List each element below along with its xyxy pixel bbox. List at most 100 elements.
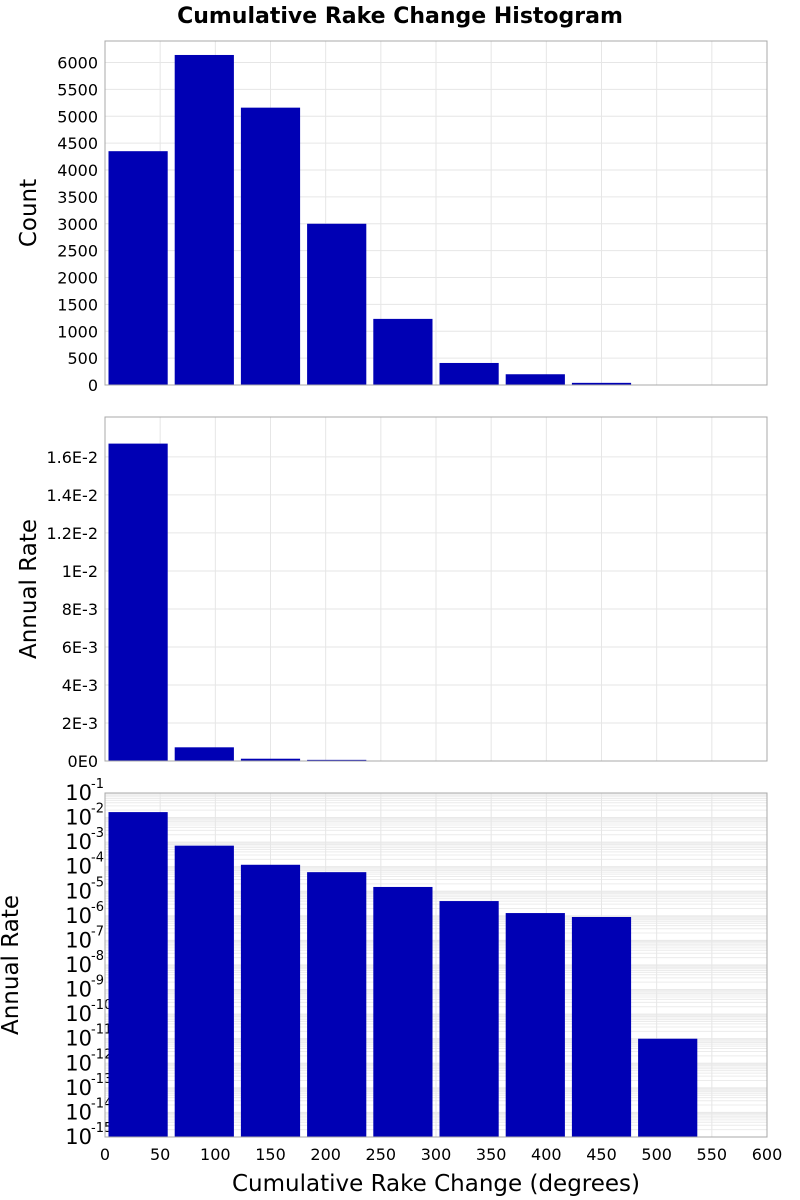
bar[interactable]	[240, 864, 301, 1137]
bar[interactable]	[373, 886, 433, 1137]
y-tick-exponent: -9	[91, 974, 104, 989]
y-tick-exponent: -8	[91, 949, 104, 964]
y-tick-label: 10	[65, 928, 92, 952]
bar[interactable]	[174, 54, 234, 385]
y-tick-exponent: -1	[91, 777, 104, 792]
y-tick-label: 4E-3	[62, 676, 98, 695]
y-tick-label: 0	[88, 376, 98, 395]
y-axis-title: Annual Rate	[0, 895, 24, 1035]
bar[interactable]	[108, 812, 168, 1137]
bar[interactable]	[307, 872, 367, 1137]
y-tick-label: 2500	[57, 242, 98, 261]
y-tick-exponent: -4	[91, 851, 104, 866]
bar[interactable]	[638, 1038, 698, 1137]
bar[interactable]	[108, 443, 168, 761]
y-tick-label: 10	[65, 1076, 92, 1100]
x-tick-label: 50	[150, 1145, 170, 1164]
y-tick-exponent: -2	[91, 802, 104, 817]
x-tick-label: 100	[200, 1145, 231, 1164]
y-tick-label: 1.6E-2	[46, 448, 98, 467]
y-tick-exponent: -14	[91, 1096, 112, 1111]
x-tick-label: 0	[100, 1145, 110, 1164]
bar[interactable]	[240, 107, 301, 386]
bar[interactable]	[307, 759, 367, 761]
x-tick-label: 350	[476, 1145, 507, 1164]
y-tick-exponent: -12	[91, 1047, 112, 1062]
bar[interactable]	[174, 845, 234, 1137]
y-tick-label: 3000	[57, 215, 98, 234]
y-tick-label: 4000	[57, 161, 98, 180]
y-tick-label: 5500	[57, 80, 98, 99]
plot-frame	[104, 792, 768, 1138]
y-tick-label: 5000	[57, 107, 98, 126]
bar[interactable]	[439, 362, 499, 385]
bar[interactable]	[240, 758, 301, 761]
y-tick-label: 10	[65, 855, 92, 879]
y-tick-label: 6000	[57, 54, 98, 73]
bar[interactable]	[373, 318, 433, 385]
plot-frame	[104, 416, 768, 762]
y-tick-label: 2000	[57, 269, 98, 288]
y-tick-label: 10	[65, 781, 92, 805]
y-tick-label: 10	[65, 953, 92, 977]
bar[interactable]	[571, 916, 632, 1137]
x-tick-label: 300	[421, 1145, 452, 1164]
y-tick-label: 4500	[57, 134, 98, 153]
panel-3: 10 -110 -210 -310 -410 -510 -610 -710 -810 -910 -1…	[0, 777, 768, 1149]
bar[interactable]	[571, 382, 632, 385]
x-tick-label: 500	[641, 1145, 672, 1164]
y-tick-label: 10	[65, 904, 92, 928]
bar[interactable]	[505, 374, 565, 385]
x-tick-label: 550	[697, 1145, 728, 1164]
y-axis-title: Annual Rate	[16, 519, 42, 659]
y-tick-label: 10	[65, 1002, 92, 1026]
bar[interactable]	[174, 747, 234, 761]
y-tick-label: 2E-3	[62, 714, 98, 733]
y-axis-title: Count	[16, 179, 42, 247]
y-tick-label: 1000	[57, 322, 98, 341]
y-tick-label: 10	[65, 830, 92, 854]
bar[interactable]	[108, 151, 168, 385]
y-tick-label: 3500	[57, 188, 98, 207]
y-tick-label: 10	[65, 1051, 92, 1075]
bar[interactable]	[505, 913, 565, 1137]
x-tick-label: 600	[752, 1145, 783, 1164]
y-tick-label: 500	[67, 349, 98, 368]
chart-panels: 0500100015002000250030003500400045005000…	[0, 40, 783, 1164]
x-tick-label: 400	[531, 1145, 562, 1164]
y-tick-exponent: -13	[91, 1072, 112, 1087]
plot-frame	[104, 40, 768, 386]
x-tick-label: 150	[255, 1145, 286, 1164]
y-tick-exponent: -6	[91, 900, 104, 915]
x-tick-label: 200	[310, 1145, 341, 1164]
chart-title: Cumulative Rake Change Histogram	[177, 4, 623, 29]
x-tick-label: 450	[586, 1145, 617, 1164]
y-tick-label: 10	[65, 978, 92, 1002]
y-tick-exponent: -10	[91, 998, 112, 1013]
y-tick-label: 1E-2	[62, 562, 98, 581]
panel-2: 0E0 2E-3 4E-3 6E-3 8E-3 1E-2 1.2E-2 1.4E-2 1.6E-…	[16, 416, 768, 771]
y-tick-exponent: -11	[91, 1023, 112, 1038]
y-tick-label: 6E-3	[62, 638, 98, 657]
panel-1: 0 500 1000 1500 2000 2500 3000 3500 4000 4500 5000…	[16, 40, 768, 395]
y-tick-exponent: -15	[91, 1121, 112, 1136]
x-tick-label: 250	[366, 1145, 397, 1164]
bar[interactable]	[307, 223, 367, 385]
y-tick-label: 10	[65, 1125, 92, 1149]
y-tick-label: 10	[65, 1100, 92, 1124]
y-tick-exponent: -3	[91, 826, 104, 841]
y-tick-exponent: -7	[91, 924, 104, 939]
y-tick-label: 10	[65, 806, 92, 830]
bar[interactable]	[439, 901, 499, 1137]
y-tick-label: 0E0	[68, 752, 98, 771]
y-tick-label: 10	[65, 1027, 92, 1051]
x-axis-title: Cumulative Rake Change (degrees)	[232, 1171, 640, 1197]
y-tick-label: 10	[65, 879, 92, 903]
y-tick-label: 1500	[57, 295, 98, 314]
y-tick-exponent: -5	[91, 875, 104, 890]
y-tick-label: 1.4E-2	[46, 486, 98, 505]
y-tick-label: 1.2E-2	[46, 524, 98, 543]
y-tick-label: 8E-3	[62, 600, 98, 619]
